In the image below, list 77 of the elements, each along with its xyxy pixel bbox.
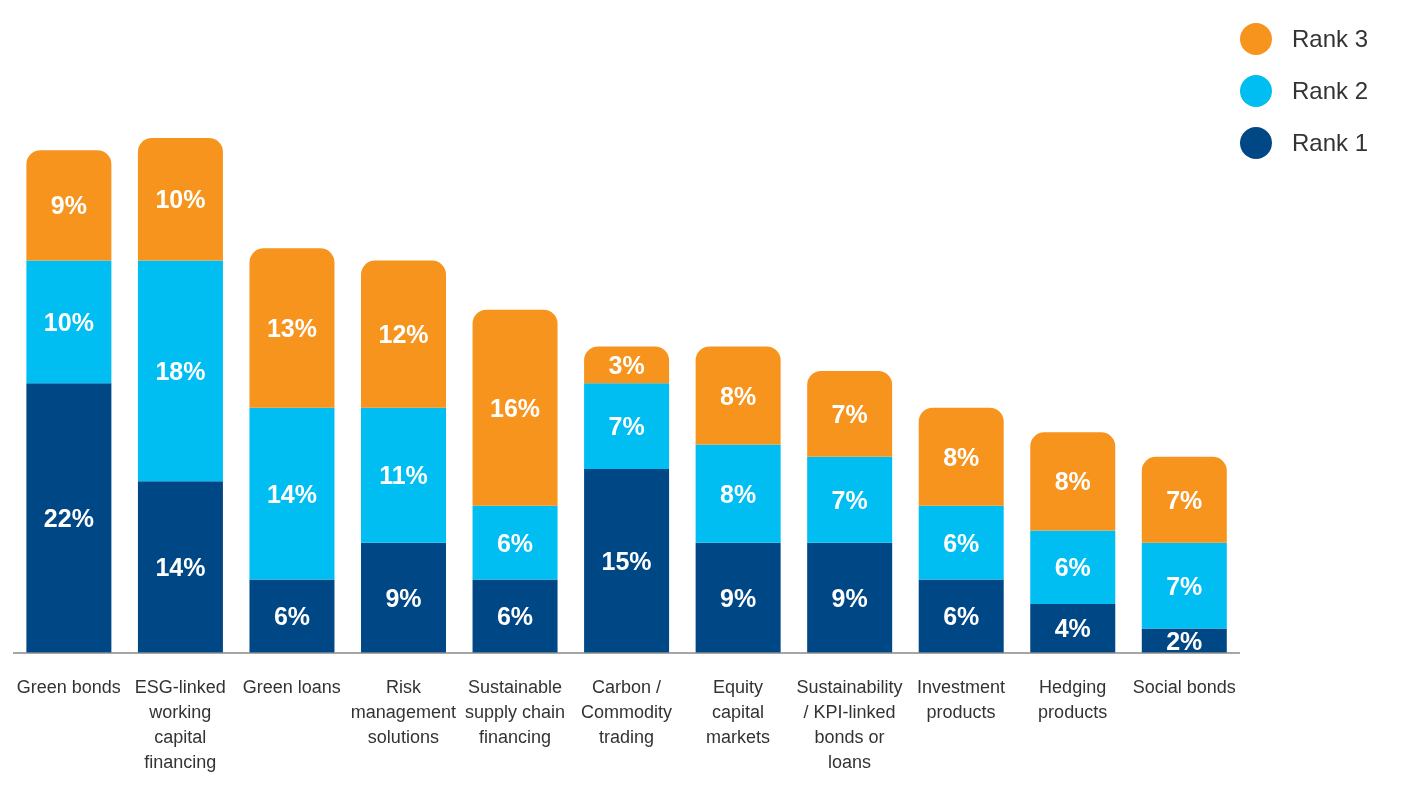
data-label: 7% [1166,571,1203,600]
data-label: 2% [1166,626,1203,655]
data-label: 15% [601,547,652,576]
data-label: 16% [490,393,541,422]
data-label: 13% [266,314,317,343]
bar [1030,530,1116,604]
x-tick-label: Carbon / Commodity trading [580,677,672,747]
data-label: 6% [943,528,980,557]
legend-label: Rank 1 [1291,129,1368,157]
bar [361,407,447,543]
legend-label: Rank 3 [1291,25,1368,53]
data-label: 6% [1054,553,1091,582]
legend-label: Rank 2 [1291,77,1368,105]
data-label: 6% [273,602,311,631]
x-tick-label: Investment products [917,677,1006,722]
data-label: 10% [155,185,206,214]
bar [472,505,558,580]
data-label: 8% [720,381,757,410]
bar [918,579,1004,653]
x-tick-label: ESG-linked working capital financing [134,677,226,772]
data-label: 9% [831,583,868,612]
data-label: 12% [378,320,429,349]
bar [807,370,893,457]
data-label: 10% [43,307,94,336]
bar [26,150,112,261]
bar [26,383,112,653]
data-label: 14% [266,479,317,508]
data-label: 4% [1054,614,1091,643]
data-label: 6% [943,602,980,631]
data-label: 9% [50,191,87,220]
bar [1141,456,1227,543]
bar [1030,432,1116,531]
bar [918,407,1004,506]
data-label: 14% [155,553,206,582]
data-label: 8% [720,479,757,508]
data-label: 7% [831,399,868,428]
bar [695,542,781,653]
x-tick-label: Sustainability / KPI-linked bonds or loans [796,677,903,772]
bar [584,469,670,653]
bar [137,481,223,653]
bar [472,309,558,506]
bar [249,407,335,580]
x-tick-label: Sustainable supply chain financing [464,677,565,747]
data-label: 9% [720,583,757,612]
data-label: 18% [155,356,206,385]
bar [137,260,223,482]
bar [26,260,112,384]
bar [695,444,781,543]
bar [807,456,893,543]
bar [249,248,335,408]
bar [137,138,223,261]
bar [361,542,447,653]
data-label: 22% [43,504,94,533]
data-label: 7% [831,485,868,514]
bar [1141,542,1227,629]
data-label: 9% [385,583,422,612]
bar [918,505,1004,580]
data-label: 8% [943,442,980,471]
bar [472,579,558,653]
x-tick-label: Risk management solutions [350,677,456,747]
bar [249,579,335,653]
data-label: 7% [608,412,645,441]
data-label: 6% [496,602,534,631]
data-label: 3% [608,350,645,379]
data-label: 6% [496,528,534,557]
x-tick-label: Hedging products [1038,677,1108,722]
x-tick-label: Green loans [242,677,341,697]
data-label: 11% [379,461,428,490]
x-tick-label: Green bonds [16,677,121,697]
data-label: 8% [1054,467,1091,496]
bar [807,542,893,653]
x-tick-label: Equity capital markets [706,677,771,747]
bar [361,260,447,408]
data-label: 7% [1166,485,1203,514]
bar [584,383,670,470]
bar [695,346,781,445]
x-tick-label: Social bonds [1132,677,1236,697]
